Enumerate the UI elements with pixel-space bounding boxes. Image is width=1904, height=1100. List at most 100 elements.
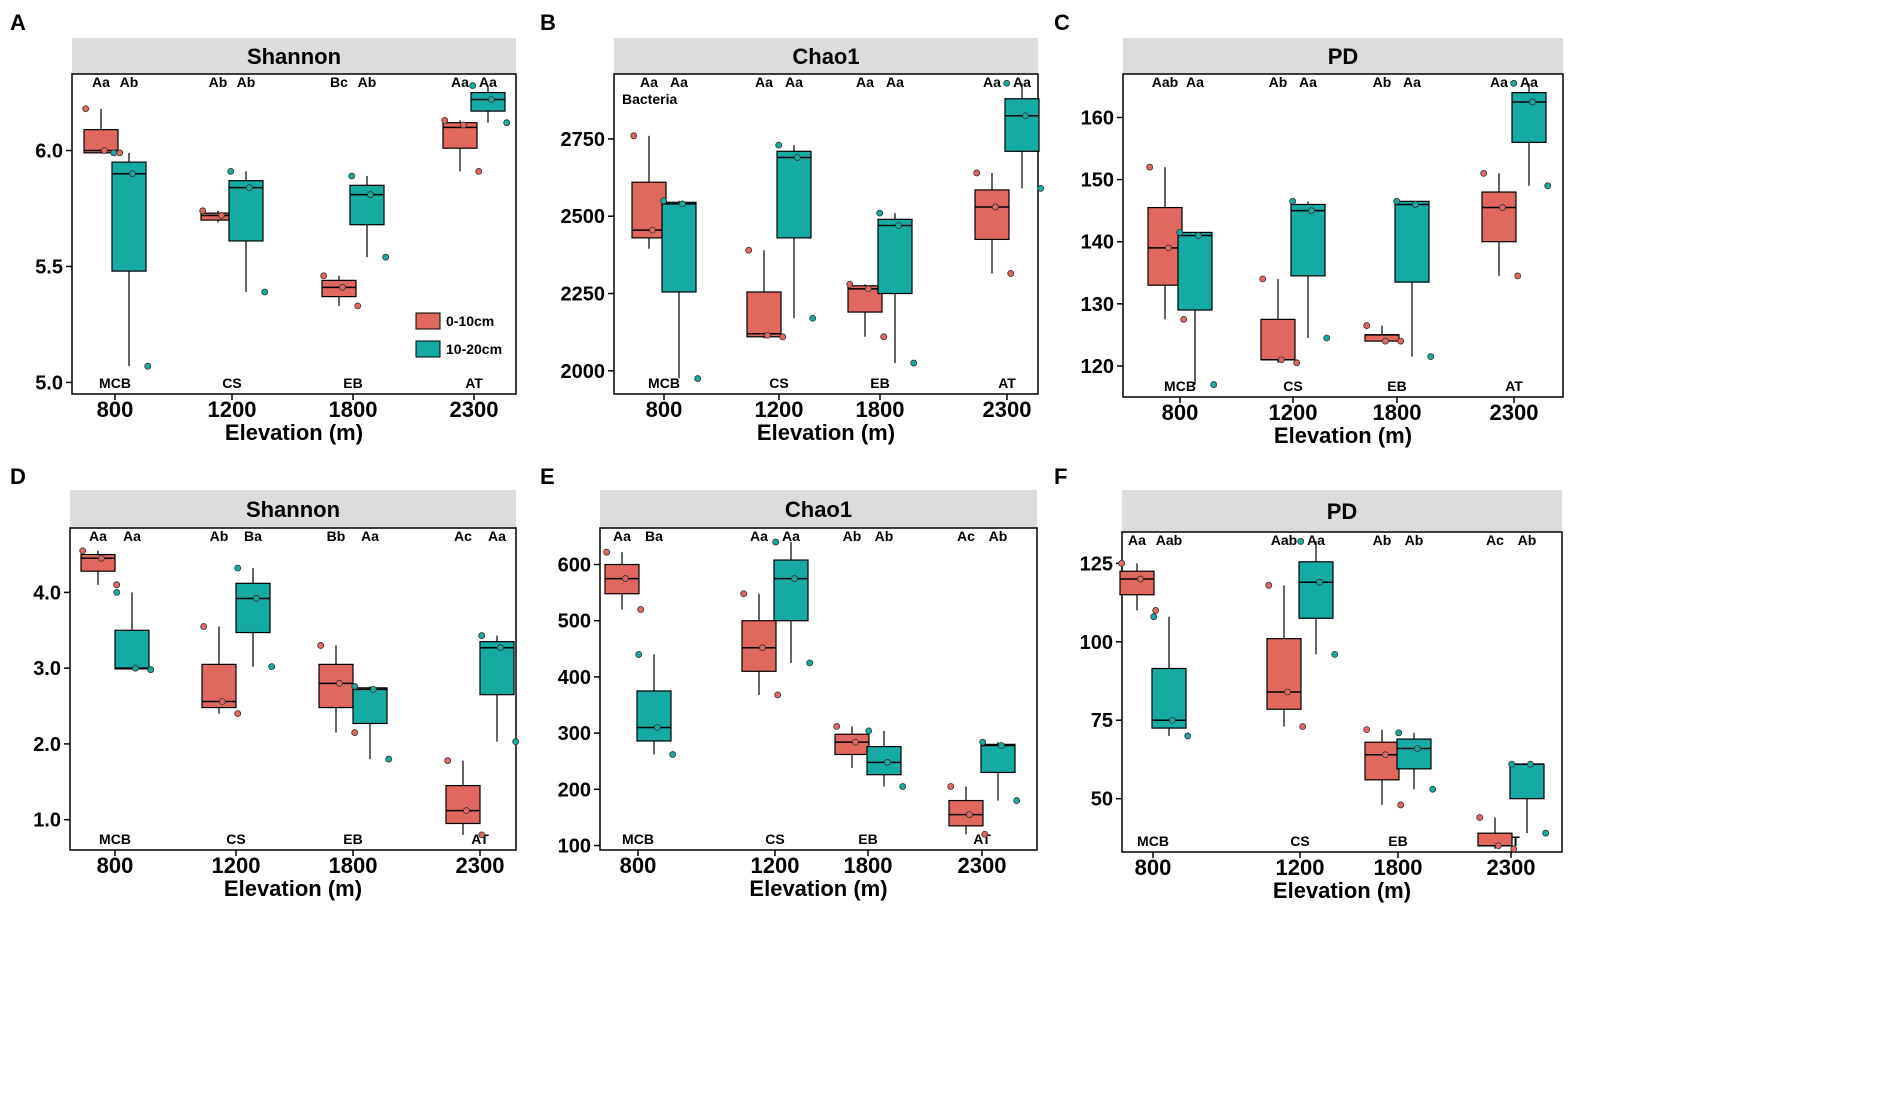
x-tick-label: 2300 xyxy=(958,853,1007,878)
data-point xyxy=(1195,232,1202,239)
y-tick-label: 6.0 xyxy=(35,141,63,163)
significance-letter: Aa xyxy=(1307,532,1325,548)
data-point xyxy=(351,682,359,690)
data-point xyxy=(1180,315,1188,323)
box-body xyxy=(1266,638,1302,710)
box-body xyxy=(1396,738,1432,770)
box-10-20cm: Aa xyxy=(660,74,702,382)
box-0-10cm: Ab xyxy=(1363,532,1405,809)
data-point xyxy=(775,141,783,149)
box-body xyxy=(1509,763,1545,800)
significance-letter: Aa xyxy=(488,528,506,544)
significance-letter: Bc xyxy=(330,74,348,90)
data-point xyxy=(1331,650,1339,658)
data-point xyxy=(833,722,841,730)
box-0-10cm: Ac xyxy=(444,528,486,839)
data-point xyxy=(1363,726,1371,734)
x-tick-label: 1800 xyxy=(844,853,893,878)
data-point xyxy=(637,606,645,613)
site-label: MCB xyxy=(648,375,680,391)
box-0-10cm: Ac xyxy=(947,528,989,838)
box-10-20cm: Aa xyxy=(1393,74,1435,361)
data-point xyxy=(745,246,753,254)
x-axis-title: Elevation (m) xyxy=(224,876,362,901)
box-10-20cm: Aab xyxy=(1150,532,1192,740)
site-label: MCB xyxy=(622,831,654,847)
x-tick-label: 800 xyxy=(646,397,683,422)
significance-letter: Ab xyxy=(1405,532,1424,548)
data-point xyxy=(475,167,483,175)
box-10-20cm: Aa xyxy=(1003,74,1045,192)
data-point xyxy=(1429,785,1437,793)
box-body xyxy=(1394,200,1430,283)
box-0-10cm: Aa xyxy=(79,528,121,589)
site-label: AT xyxy=(465,375,483,391)
box-body xyxy=(470,91,506,112)
data-point xyxy=(1297,538,1305,545)
box-body xyxy=(1511,92,1547,143)
box-body xyxy=(948,799,984,827)
box-body xyxy=(847,285,883,313)
x-tick-label: 800 xyxy=(97,397,134,422)
data-point xyxy=(998,742,1005,749)
box-10-20cm: Ba xyxy=(234,528,276,671)
significance-letter: Aa xyxy=(451,74,469,90)
significance-letter: Ab xyxy=(358,74,377,90)
y-tick-label: 400 xyxy=(558,667,591,689)
box-body xyxy=(111,161,147,272)
data-point xyxy=(1308,207,1315,215)
box-0-10cm: Bc xyxy=(320,74,362,310)
legend-swatch xyxy=(415,340,441,358)
data-point xyxy=(1412,201,1419,208)
panel-f: FPD5075100125800MCB1200CS1800EB2300ATEle… xyxy=(1054,464,1563,903)
y-tick-label: 2750 xyxy=(561,129,606,151)
box-body xyxy=(1481,191,1517,243)
data-point xyxy=(846,280,854,288)
data-point xyxy=(630,132,638,140)
significance-letter: Aa xyxy=(1403,74,1421,90)
data-point xyxy=(512,738,520,746)
facet-title: Chao1 xyxy=(792,44,859,69)
box-body xyxy=(318,663,354,709)
site-label: CS xyxy=(1283,378,1302,394)
y-tick-label: 100 xyxy=(1080,632,1113,654)
significance-letter: Aa xyxy=(983,74,1001,90)
significance-letter: Ba xyxy=(244,528,262,544)
significance-letter: Aa xyxy=(479,74,497,90)
data-point xyxy=(979,738,987,746)
data-point xyxy=(649,226,656,234)
box-body xyxy=(980,743,1016,774)
significance-letter: Ba xyxy=(645,528,663,544)
data-point xyxy=(1414,745,1421,752)
x-tick-label: 1800 xyxy=(1374,855,1423,880)
data-point xyxy=(966,811,973,818)
panel-letter: E xyxy=(540,464,555,489)
data-point xyxy=(110,149,118,157)
data-point xyxy=(444,757,452,764)
box-10-20cm: Aa xyxy=(1289,74,1331,342)
box-body xyxy=(1147,206,1183,286)
data-point xyxy=(806,659,814,667)
significance-letter: Ac xyxy=(1486,532,1504,548)
facet-strip xyxy=(1123,38,1563,74)
box-body xyxy=(352,687,388,725)
data-point xyxy=(764,331,771,339)
y-tick-label: 5.5 xyxy=(35,256,63,278)
significance-letter: Aab xyxy=(1156,532,1182,548)
box-10-20cm: Aa xyxy=(478,528,520,746)
data-point xyxy=(772,538,780,546)
significance-letter: Aa xyxy=(1128,532,1146,548)
data-point xyxy=(199,207,207,215)
box-10-20cm: Ba xyxy=(635,528,677,758)
significance-letter: Aa xyxy=(856,74,874,90)
box-body xyxy=(1004,98,1040,152)
data-point xyxy=(1259,275,1267,283)
box-10-20cm: Aa xyxy=(113,528,155,674)
box-body xyxy=(776,150,812,239)
box-body xyxy=(1119,570,1155,596)
y-tick-label: 3.0 xyxy=(33,658,61,680)
data-point xyxy=(1176,228,1184,236)
box-0-10cm: Aab xyxy=(1265,532,1307,730)
significance-letter: Ab xyxy=(209,74,228,90)
significance-letter: Ab xyxy=(989,528,1008,544)
